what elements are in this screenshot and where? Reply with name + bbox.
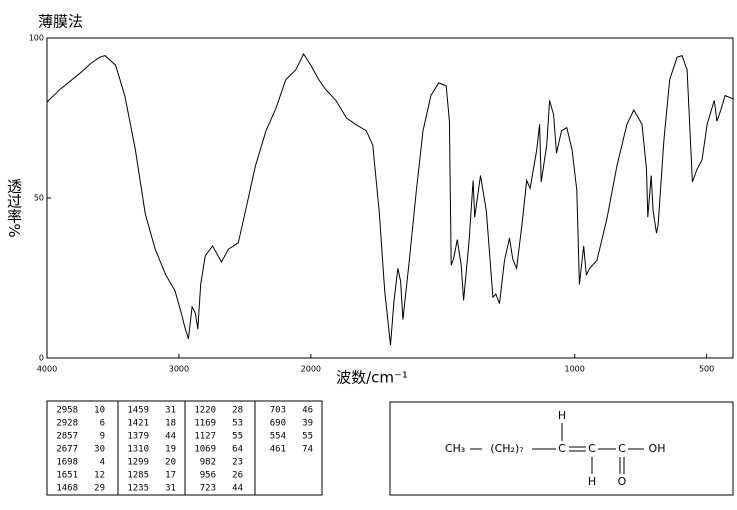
structure-atom: C — [558, 442, 566, 455]
peak-transmittance: 9 — [100, 432, 105, 442]
peak-transmittance: 31 — [165, 484, 176, 494]
peak-transmittance: 26 — [232, 471, 243, 481]
peak-wavenumber: 1459 — [127, 406, 149, 416]
peak-wavenumber: 1310 — [127, 445, 149, 455]
peak-transmittance: 46 — [302, 406, 313, 416]
y-tick-label: 50 — [34, 194, 44, 203]
structure-atom: C — [618, 442, 626, 455]
peak-transmittance: 64 — [232, 445, 243, 455]
peak-transmittance: 4 — [100, 458, 105, 468]
peak-wavenumber: 1169 — [194, 419, 216, 429]
peak-wavenumber: 2857 — [56, 432, 78, 442]
x-tick-label: 2000 — [301, 365, 321, 374]
peak-wavenumber: 2677 — [56, 445, 78, 455]
x-tick-label: 3000 — [169, 365, 189, 374]
plot-frame — [46, 37, 734, 359]
structure-atom: H — [588, 475, 596, 488]
structure-atom: C — [588, 442, 596, 455]
peak-wavenumber: 956 — [200, 471, 216, 481]
peak-transmittance: 12 — [94, 471, 105, 481]
y-axis-label: 透过率% — [5, 178, 23, 237]
structure-atom: H — [558, 409, 566, 422]
peak-wavenumber: 1698 — [56, 458, 78, 468]
peak-transmittance: 39 — [302, 419, 313, 429]
structure-bonds — [470, 423, 644, 474]
peak-transmittance: 55 — [232, 432, 243, 442]
y-tick-label: 0 — [39, 354, 44, 363]
peak-transmittance: 29 — [94, 484, 105, 494]
spectrum-line — [46, 52, 734, 346]
structure-atom: O — [618, 475, 627, 488]
peak-wavenumber: 554 — [270, 432, 286, 442]
peak-transmittance: 6 — [100, 419, 105, 429]
peak-wavenumber: 1421 — [127, 419, 149, 429]
structure-atom: OH — [649, 442, 666, 455]
peak-wavenumber: 461 — [270, 445, 286, 455]
peak-wavenumber: 2958 — [56, 406, 78, 416]
peak-wavenumber: 690 — [270, 419, 286, 429]
peak-transmittance: 31 — [165, 406, 176, 416]
peak-transmittance: 19 — [165, 445, 176, 455]
peak-wavenumber: 1379 — [127, 432, 149, 442]
peak-transmittance: 44 — [232, 484, 243, 494]
peak-wavenumber: 703 — [270, 406, 286, 416]
peak-wavenumber: 982 — [200, 458, 216, 468]
y-tick-label: 100 — [29, 34, 44, 43]
peak-transmittance: 28 — [232, 406, 243, 416]
peak-transmittance: 53 — [232, 419, 243, 429]
peak-wavenumber: 1069 — [194, 445, 216, 455]
peak-transmittance: 10 — [94, 406, 105, 416]
chart-title: 薄膜法 — [38, 13, 83, 31]
x-axis-label: 波数/cm⁻¹ — [336, 369, 408, 387]
x-tick-label: 4000 — [37, 365, 57, 374]
peak-wavenumber: 1285 — [127, 471, 149, 481]
peak-transmittance: 23 — [232, 458, 243, 468]
structure-atom: (CH₂)₇ — [490, 442, 523, 455]
peak-wavenumber: 1235 — [127, 484, 149, 494]
peak-transmittance: 17 — [165, 471, 176, 481]
peak-transmittance: 55 — [302, 432, 313, 442]
peak-wavenumber: 1299 — [127, 458, 149, 468]
peak-wavenumber: 1220 — [194, 406, 216, 416]
x-tick-label: 1000 — [565, 365, 585, 374]
structure-frame — [389, 401, 734, 496]
peak-transmittance: 44 — [165, 432, 176, 442]
peak-wavenumber: 723 — [200, 484, 216, 494]
peak-wavenumber: 1651 — [56, 471, 78, 481]
peak-wavenumber: 2928 — [56, 419, 78, 429]
peak-transmittance: 74 — [302, 445, 313, 455]
peak-transmittance: 18 — [165, 419, 176, 429]
peak-transmittance: 20 — [165, 458, 176, 468]
peak-wavenumber: 1468 — [56, 484, 78, 494]
structure-atom: CH₃ — [445, 442, 465, 455]
peak-wavenumber: 1127 — [194, 432, 216, 442]
peak-transmittance: 30 — [94, 445, 105, 455]
x-tick-label: 500 — [699, 365, 714, 374]
